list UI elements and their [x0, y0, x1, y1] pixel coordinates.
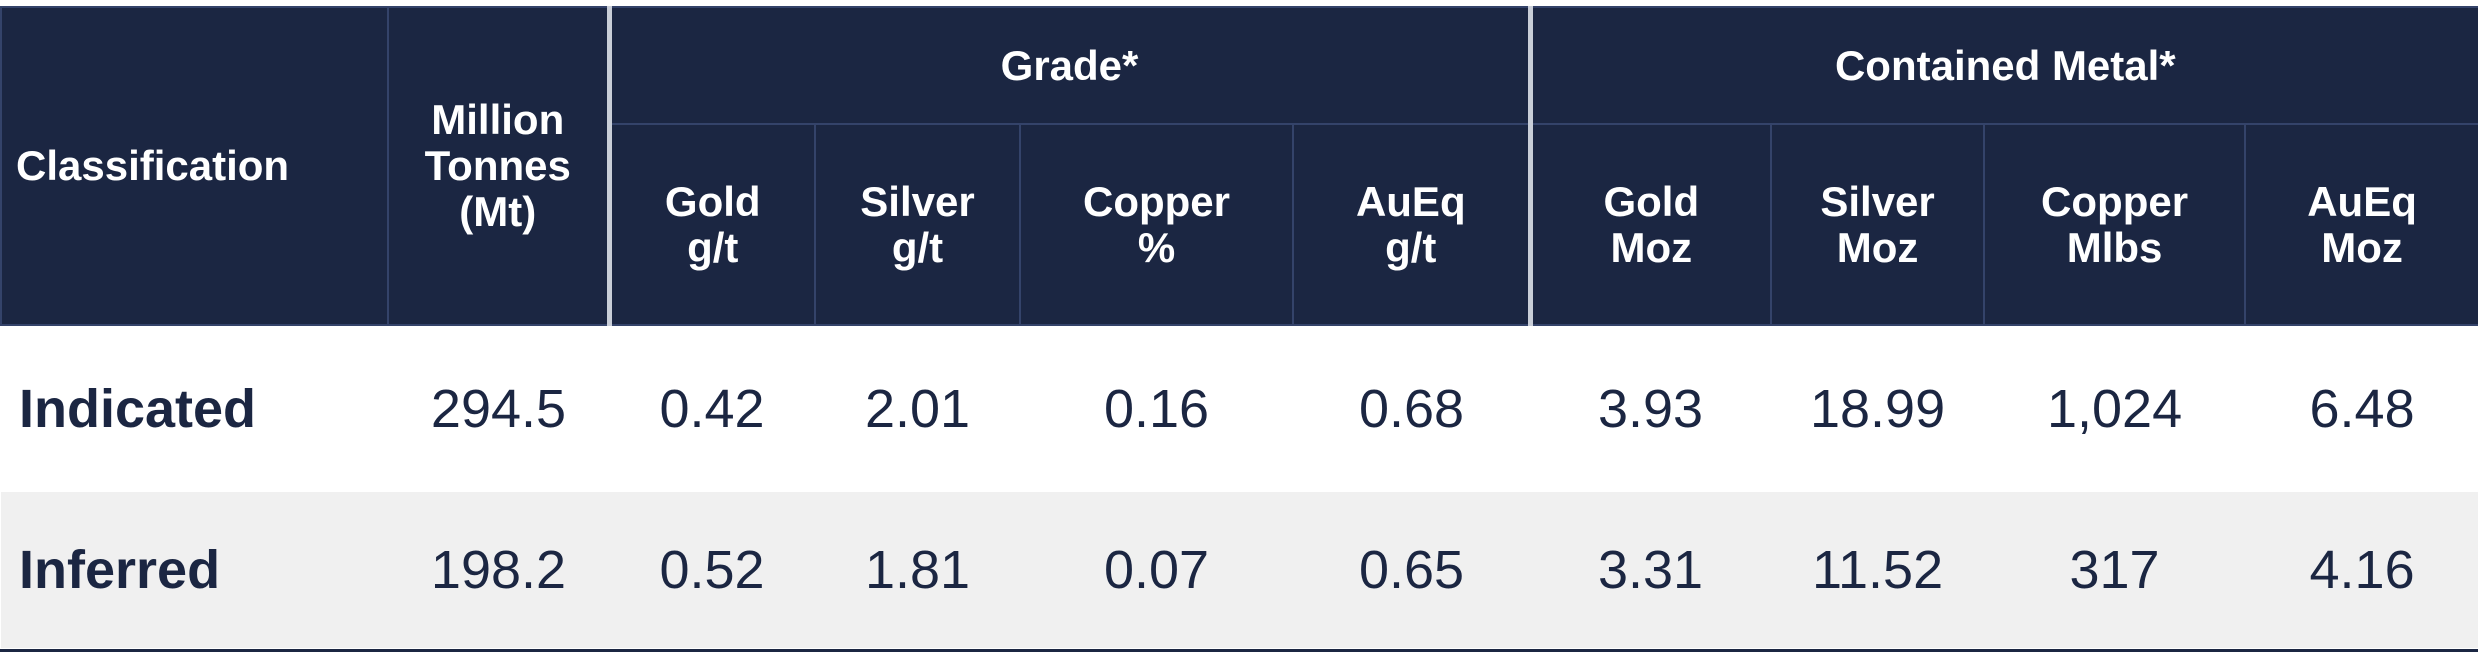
- cell-text: 11.52: [1811, 540, 1944, 600]
- cell: 294.5: [388, 325, 609, 492]
- cell: 1.81: [815, 492, 1020, 648]
- data-row: Inferred 198.2 0.52 1.81 0.07 0.65 3.31 11.52 31…: [1, 492, 2478, 648]
- column-header: Silver g/t: [814, 123, 1021, 326]
- cell-text: 0.68: [1358, 379, 1465, 439]
- cell-text: 0.07: [1103, 540, 1210, 600]
- header-text: Gold: [1603, 177, 1700, 225]
- cell: 0.07: [1020, 492, 1293, 648]
- cell: 3.93: [1530, 325, 1772, 492]
- cell-text: 0.52: [659, 540, 765, 600]
- data-row: Indicated 294.5 0.42 2.01 0.16 0.68 3.93 18.99 1…: [1, 325, 2478, 492]
- header-text: Classification: [16, 142, 290, 189]
- header-text: Silver: [860, 177, 975, 225]
- header-text: g/t: [687, 223, 739, 271]
- cell-text: 3.93: [1597, 379, 1704, 439]
- cell-text: 18.99: [1809, 379, 1946, 439]
- cell-text: 1.81: [864, 540, 971, 600]
- column-header: Gold g/t: [608, 123, 816, 326]
- subheader-row: Gold g/t Silver g/t Copper% AuEq g/t Gold Moz Sil…: [1, 123, 2478, 326]
- cell: 3.31: [1530, 492, 1772, 648]
- cell-text: 1,024: [2046, 379, 2183, 439]
- table-wrap: Classification Million Tonnes (Mt) Grade* Con…: [0, 6, 2478, 652]
- header-text: (Mt): [459, 188, 537, 235]
- header-row: Classification Million Tonnes (Mt) Grade* Con…: [0, 6, 2478, 326]
- header-text: Contained Metal*: [1834, 41, 2176, 89]
- cell-text: 317: [2069, 540, 2160, 600]
- header-text: Grade*: [1000, 41, 1139, 89]
- cell: 2.01: [815, 325, 1020, 492]
- group-header: Grade*: [607, 6, 1533, 125]
- cell: 0.52: [609, 492, 815, 648]
- cell-text: 0.42: [659, 379, 765, 439]
- cell: 11.52: [1771, 492, 1985, 648]
- header-text: Copper: [2041, 177, 2189, 225]
- cell-text: 0.65: [1358, 540, 1465, 600]
- group-header: Contained Metal*: [1529, 6, 2478, 125]
- cell-text: 4.16: [2309, 540, 2415, 600]
- cell-text: 294.5: [430, 379, 567, 439]
- cell-text: Inferred: [19, 540, 221, 600]
- cell-text: 6.48: [2309, 379, 2415, 439]
- cell-text: Indicated: [19, 379, 257, 439]
- column-header: Gold Moz: [1529, 123, 1773, 326]
- header-cell: Classification: [0, 6, 389, 326]
- cell: 1,024: [1984, 325, 2246, 492]
- cell-text: 198.2: [430, 540, 567, 600]
- header-text: g/t: [1385, 223, 1437, 271]
- cell: 0.68: [1293, 325, 1531, 492]
- header-text: Moz: [1836, 223, 1919, 271]
- resource-table: Classification Million Tonnes (Mt) Grade* Con…: [0, 6, 2478, 648]
- header-cell: Million Tonnes (Mt): [387, 6, 612, 326]
- header-text: Tonnes: [424, 142, 571, 189]
- cell: 18.99: [1771, 325, 1985, 492]
- cell: 198.2: [388, 492, 609, 648]
- header-text: g/t: [891, 223, 944, 271]
- cell: 6.48: [2245, 325, 2478, 492]
- header-text: %: [1137, 223, 1176, 271]
- header-text: Million: [431, 96, 565, 143]
- header-text: Moz: [2321, 223, 2403, 271]
- header-text: Gold: [664, 177, 761, 225]
- column-header: Copper Mlbs: [1983, 123, 2247, 326]
- cell-text: 0.16: [1103, 379, 1210, 439]
- row-label: Indicated: [1, 325, 388, 492]
- header-text: Silver: [1820, 177, 1935, 225]
- column-header: AuEq Moz: [2244, 123, 2478, 326]
- header-text: Copper: [1083, 177, 1230, 225]
- cell-text: 2.01: [864, 379, 971, 439]
- cell: 317: [1984, 492, 2246, 648]
- row-label: Inferred: [1, 492, 388, 648]
- header-text: AuEq: [2307, 177, 2417, 225]
- header-text: Moz: [1610, 223, 1693, 271]
- cell: 4.16: [2245, 492, 2478, 648]
- column-header: AuEq g/t: [1291, 123, 1533, 326]
- column-header: Copper%: [1019, 123, 1294, 326]
- column-header: Silver Moz: [1770, 123, 1986, 326]
- cell-text: 3.31: [1597, 540, 1704, 600]
- header-text: Mlbs: [2066, 223, 2163, 271]
- header-text: AuEq: [1355, 177, 1466, 225]
- cell: 0.16: [1020, 325, 1293, 492]
- cell: 0.65: [1293, 492, 1531, 648]
- cell: 0.42: [609, 325, 815, 492]
